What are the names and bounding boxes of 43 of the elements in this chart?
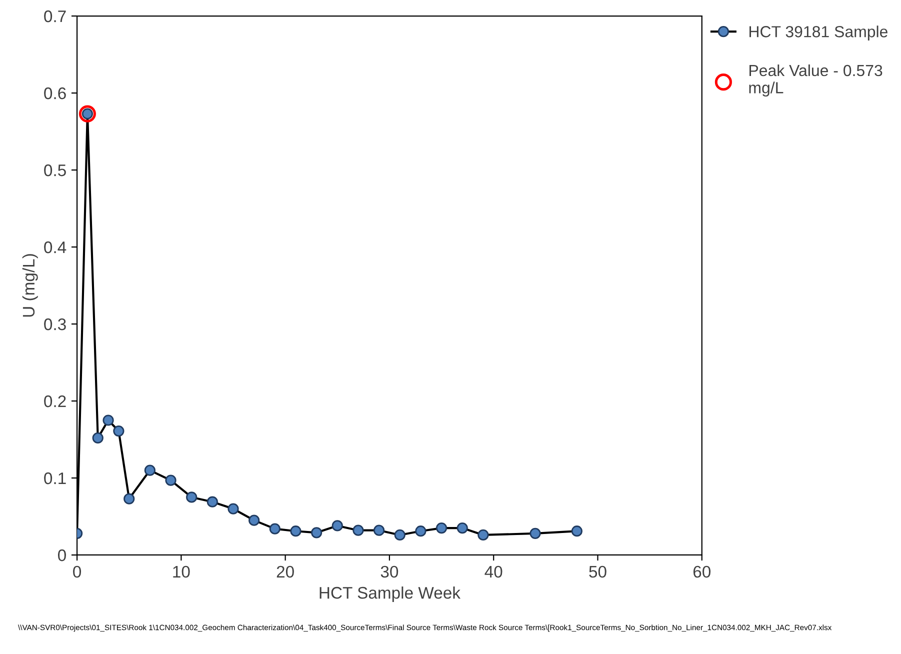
x-tick-label: 30 xyxy=(380,566,398,578)
y-axis-title: U (mg/L) xyxy=(22,254,38,317)
y-tick-label: 0.6 xyxy=(44,87,66,100)
point xyxy=(78,105,96,122)
x-tick-label: 40 xyxy=(484,566,502,578)
x-tick-label: 20 xyxy=(276,566,294,578)
y-tick-label: 0.1 xyxy=(44,472,66,484)
x-axis-title: HCT Sample Week xyxy=(320,586,461,602)
point xyxy=(290,526,302,537)
point xyxy=(269,523,280,534)
point xyxy=(311,527,322,538)
point xyxy=(113,425,124,437)
point xyxy=(124,493,135,504)
y-tick-label: 0.2 xyxy=(44,395,66,408)
y-tick-label: 0.3 xyxy=(44,318,66,330)
point xyxy=(186,492,198,503)
point xyxy=(394,529,406,541)
point xyxy=(456,522,468,534)
x-tick-label: 60 xyxy=(693,566,710,578)
point xyxy=(206,496,218,508)
point xyxy=(530,528,541,539)
point xyxy=(144,464,156,476)
y-tick-label: 0.7 xyxy=(44,10,66,22)
x-tick-label: 10 xyxy=(173,566,190,578)
y-tick-label: 0 xyxy=(58,549,66,562)
point xyxy=(415,526,426,537)
point xyxy=(352,524,364,536)
point xyxy=(332,520,343,532)
point xyxy=(102,414,114,426)
point xyxy=(571,526,582,537)
legend-label: Peak Value - 0.573 mg/L xyxy=(749,64,882,97)
x-tick-label: 50 xyxy=(589,566,606,578)
legend-label: HCT 39181 Sample xyxy=(750,26,888,40)
y-tick-label: 0.4 xyxy=(44,241,66,254)
point xyxy=(478,529,489,541)
point xyxy=(248,514,260,526)
point xyxy=(436,522,448,534)
point xyxy=(373,524,385,536)
y-tick-label: 0.5 xyxy=(44,164,66,176)
point xyxy=(165,474,176,486)
point xyxy=(228,503,239,514)
x-tick-label: 0 xyxy=(73,566,82,578)
point xyxy=(92,432,104,444)
